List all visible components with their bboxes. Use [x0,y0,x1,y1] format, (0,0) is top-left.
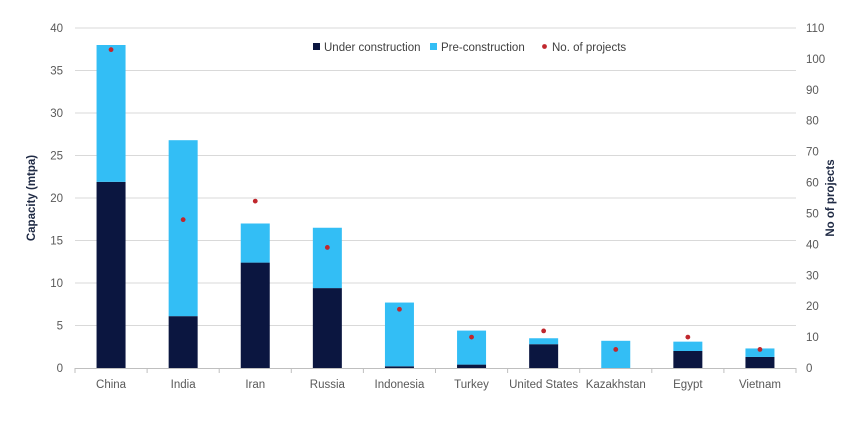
y2-tick-label: 50 [806,208,819,220]
y-tick-label: 5 [57,321,63,333]
project-count-point [324,245,330,250]
y2-tick-label: 40 [806,239,819,251]
project-count-point [685,334,691,340]
bar-under-construction [745,356,775,368]
x-tick-label: Egypt [673,379,703,391]
y-tick-label: 35 [50,66,63,78]
axes: 0 5 10 15 20 25 30 35 40 0 10 20 30 40 50 60 70 80 90 100 11… [50,23,825,391]
x-tick-label: Indonesia [375,379,425,391]
project-count-point [757,347,763,352]
project-count-point [252,198,258,204]
y2-axis-title: No of projects [825,159,837,236]
bar-under-construction [457,364,487,368]
y-tick-label: 40 [50,23,63,35]
legend-label: Under construction [324,42,421,54]
project-count-point [397,306,402,312]
y2-tick-label: 30 [806,270,819,282]
y-tick-label: 20 [50,193,63,205]
x-tick-label: India [171,379,197,391]
project-count-point [180,217,186,223]
bar-under-construction [240,262,270,368]
legend-label: No. of projects [552,42,626,54]
legend: Under construction Pre-construction No. of… [313,42,626,54]
y-tick-label: 25 [50,151,63,163]
y-tick-label: 10 [50,278,63,290]
x-tick-label: United States [509,379,578,391]
y2-tick-label: 60 [806,178,819,190]
bar-pre-construction [529,338,559,345]
legend-marker [542,44,547,49]
y-tick-label: 0 [57,363,63,375]
y2-tick-label: 0 [806,363,812,375]
y2-tick-label: 10 [806,332,819,344]
y2-tick-label: 70 [806,147,819,159]
bar-pre-construction [745,348,775,357]
project-points [108,47,763,352]
bar-pre-construction [240,223,270,263]
bar-under-construction [529,344,559,368]
y2-tick-label: 110 [806,23,824,35]
x-tick-label: Kazakhstan [586,379,646,391]
project-count-point [108,47,114,53]
bar-pre-construction [673,341,703,351]
y2-tick-label: 90 [806,85,819,97]
project-count-point [469,334,474,340]
bar-under-construction [168,316,198,368]
legend-swatch [313,43,320,50]
x-tick-label: Iran [245,379,265,391]
project-count-point [613,347,619,352]
bar-pre-construction [312,227,342,289]
bar-under-construction [312,288,342,368]
y-tick-label: 15 [50,236,63,248]
bar-pre-construction [384,302,414,367]
x-tick-label: Turkey [454,379,489,391]
x-tick-label: Russia [310,379,346,391]
bar-under-construction [96,181,126,368]
bars [96,45,775,368]
bar-pre-construction [168,140,198,317]
y2-tick-label: 100 [806,54,825,66]
y2-tick-label: 20 [806,301,819,313]
y-axis-title: Capacity (mtpa) [26,155,38,241]
bar-under-construction [673,351,703,368]
x-tick-label: Vietnam [739,379,781,391]
legend-swatch [430,43,437,50]
bar-pre-construction [601,340,631,368]
x-tick-label: China [96,379,127,391]
y2-tick-label: 80 [806,116,819,128]
project-count-point [541,328,547,334]
bar-pre-construction [96,45,126,182]
y-tick-label: 30 [50,108,63,120]
bar-under-construction [384,366,414,368]
legend-label: Pre-construction [441,42,525,54]
